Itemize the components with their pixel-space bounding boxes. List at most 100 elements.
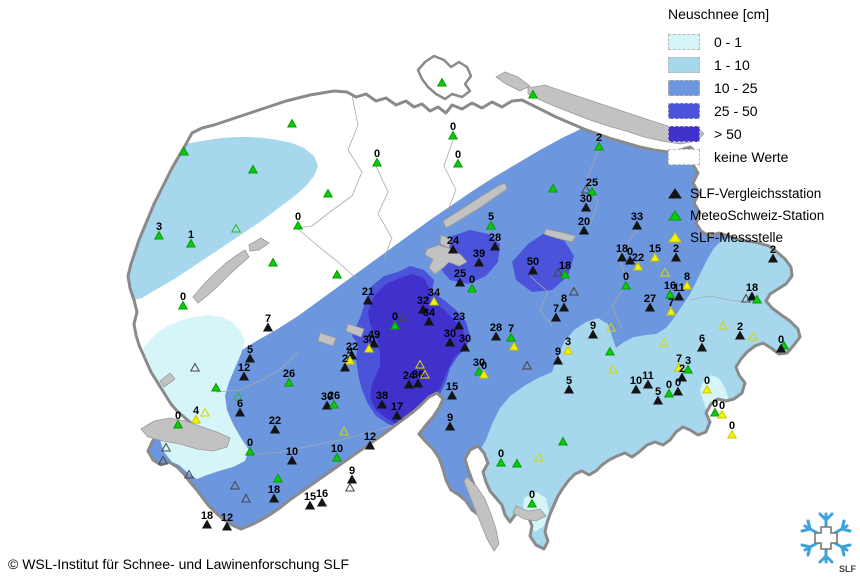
station-marker-g [586,186,598,196]
swatch-0-1 [668,33,700,50]
lake-lugano [512,505,547,522]
lake-neuchatel [192,249,250,304]
station-marker-bo [183,469,195,479]
station-value: 12 [364,431,376,443]
station-marker-b [417,304,429,314]
legend-label: keine Werte [714,148,789,165]
station-marker-y [649,252,661,262]
station-value: 30 [580,193,592,205]
station-marker-g [328,399,340,409]
station-marker-yo [659,267,671,277]
station-marker-b [746,291,758,301]
station-marker-g [505,332,517,342]
station-value: 23 [453,311,465,323]
station-marker-b [587,329,599,339]
lake-brienz [345,323,365,338]
station-value: 0 [778,334,784,346]
station-marker-b [368,338,380,348]
station-value: 30 [363,334,375,346]
station-marker-y [726,429,738,439]
station-marker-y [673,362,685,372]
station-marker-b [527,265,539,275]
legend-label: MeteoSchweiz-Station [690,207,825,223]
station-value: 10 [331,443,343,455]
legend-row-slf-vergleichsstation: SLF-Vergleichsstation [668,182,858,204]
station-marker-bo [568,286,580,296]
station-value: 26 [283,368,295,380]
station-value: 16 [316,488,328,500]
station-value: 24 [403,370,416,382]
station-value: 2 [737,321,743,333]
station-marker-b [444,421,456,431]
station-value: 27 [644,293,656,305]
station-marker-y [632,261,644,271]
station-value: 32 [417,295,429,307]
station-marker-g [664,289,676,299]
station-value: 7 [668,297,674,309]
station-value: 0 [180,291,186,303]
station-marker-y [562,345,574,355]
lake-walensee [543,228,577,243]
station-marker-g [272,473,284,483]
yellow-triangle-icon [668,231,682,242]
swatch-keine-werte [668,148,700,165]
station-value: 5 [247,344,253,356]
station-value: 9 [590,320,596,332]
station-marker-b [286,455,298,465]
station-marker-g [559,269,571,279]
station-value: 0 [469,274,475,286]
station-marker-g [485,220,497,230]
station-value: 28 [489,232,501,244]
station-marker-b [364,440,376,450]
station-marker-b [316,497,328,507]
region-25-50-a [436,230,500,284]
station-value: 18 [616,243,628,255]
station-marker-g [473,366,485,376]
station-marker-g [452,158,464,168]
station-value: 4 [347,346,354,358]
station-marker-b [616,252,628,262]
station-value: 0 [627,246,633,258]
station-marker-bo [157,455,169,465]
station-value: 7 [676,353,682,365]
legend-row-gt-50: > 50 [668,122,858,145]
lake-constance [527,84,705,145]
station-marker-g [663,388,675,398]
station-value: 33 [631,211,643,223]
station-marker-g [210,382,222,392]
station-marker-g [526,498,538,508]
legend-label: 0 - 1 [714,33,743,50]
station-value: 21 [362,286,374,298]
station-marker-bo [740,293,752,303]
station-value: 0 [675,377,681,389]
station-marker-b [642,379,654,389]
station-value: 18 [746,282,758,294]
station-marker-b [238,371,250,381]
lake-zurich [442,182,508,229]
swatch-gt-50 [668,125,700,142]
station-marker-yo [533,452,545,462]
station-value: 15 [649,243,661,255]
station-value: 18 [559,260,571,272]
station-marker-b [673,291,685,301]
station-value: 30 [321,391,333,403]
snowflake-icon [800,512,852,564]
station-marker-g [371,157,383,167]
station-marker-g [172,419,184,429]
station-marker-y [716,409,728,419]
station-marker-b [268,493,280,503]
station-type-legend: SLF-Vergleichsstation MeteoSchweiz-Stati… [668,182,858,248]
station-value: 28 [490,322,502,334]
station-marker-go [230,223,242,233]
station-marker-b [244,353,256,363]
station-marker-yo [199,407,211,417]
station-marker-b [676,372,688,382]
station-marker-g [604,346,616,356]
station-marker-b [459,342,471,352]
station-marker-b [339,362,351,372]
station-marker-bo [521,360,533,370]
station-value: 10 [630,375,642,387]
lake-thun [317,332,337,347]
station-value: 38 [376,390,388,402]
